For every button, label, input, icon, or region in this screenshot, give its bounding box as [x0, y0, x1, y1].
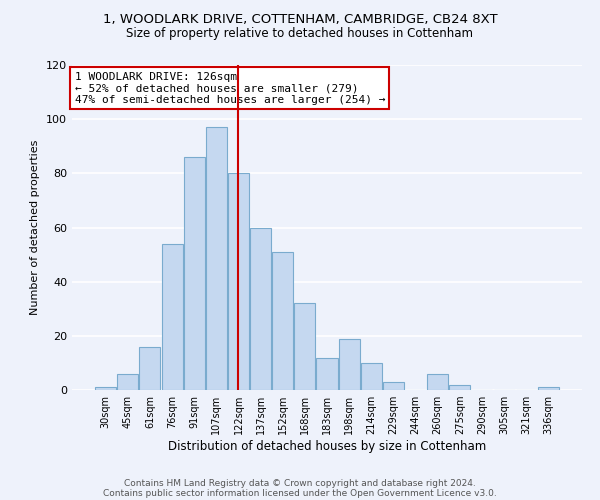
- Y-axis label: Number of detached properties: Number of detached properties: [31, 140, 40, 315]
- Bar: [118, 374, 139, 390]
- Text: Contains HM Land Registry data © Crown copyright and database right 2024.: Contains HM Land Registry data © Crown c…: [124, 478, 476, 488]
- Bar: [250, 228, 271, 390]
- Bar: [206, 128, 227, 390]
- Bar: [95, 388, 116, 390]
- Bar: [361, 363, 382, 390]
- Bar: [427, 374, 448, 390]
- Bar: [228, 174, 249, 390]
- Text: Size of property relative to detached houses in Cottenham: Size of property relative to detached ho…: [127, 28, 473, 40]
- Bar: [383, 382, 404, 390]
- Bar: [449, 384, 470, 390]
- Text: 1, WOODLARK DRIVE, COTTENHAM, CAMBRIDGE, CB24 8XT: 1, WOODLARK DRIVE, COTTENHAM, CAMBRIDGE,…: [103, 12, 497, 26]
- Text: Contains public sector information licensed under the Open Government Licence v3: Contains public sector information licen…: [103, 488, 497, 498]
- Bar: [338, 338, 359, 390]
- Bar: [538, 388, 559, 390]
- Bar: [139, 346, 160, 390]
- Bar: [184, 157, 205, 390]
- Bar: [316, 358, 338, 390]
- X-axis label: Distribution of detached houses by size in Cottenham: Distribution of detached houses by size …: [168, 440, 486, 453]
- Bar: [295, 304, 316, 390]
- Bar: [272, 252, 293, 390]
- Bar: [161, 244, 182, 390]
- Text: 1 WOODLARK DRIVE: 126sqm
← 52% of detached houses are smaller (279)
47% of semi-: 1 WOODLARK DRIVE: 126sqm ← 52% of detach…: [74, 72, 385, 104]
